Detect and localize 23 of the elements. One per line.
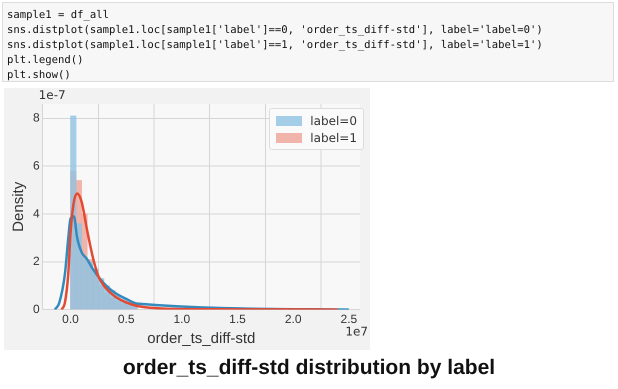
y-tick-label: 4	[32, 206, 40, 220]
y-axis-title: Density	[10, 181, 28, 232]
legend-label: label=0	[310, 114, 357, 128]
y-tick-label: 8	[32, 110, 40, 125]
x-tick-label: 0.5	[118, 312, 135, 326]
text: plt.show()	[7, 68, 72, 83]
text: 1e-7	[38, 88, 66, 102]
text: plt.legend()	[7, 53, 85, 68]
x-tick-label: 1.5	[229, 312, 246, 326]
x-tick-label: 0.0	[62, 312, 80, 326]
y-tick-label: 6	[32, 158, 40, 172]
text: sns.distplot(sample1.loc[sample1['label']==1, 'order_ts_diff-std'], label='label=1')	[7, 38, 544, 53]
y-tick-label: 0	[32, 302, 40, 316]
text: sample1 = df_all	[7, 8, 110, 23]
legend-label: label=1	[310, 130, 357, 144]
x-tick-label: 1.0	[174, 312, 191, 326]
y-tick-label: 2	[32, 254, 40, 268]
text: 1e7	[345, 324, 368, 339]
text: order_ts_diff-std distribution by label	[122, 356, 496, 380]
x-tick-label: 2.0	[284, 312, 302, 326]
x-axis-title: order_ts_diff-std	[147, 330, 256, 348]
text: sns.distplot(sample1.loc[sample1['label']==0, 'order_ts_diff-std'], label='label=0')	[7, 23, 544, 38]
x-tick-label: 2.5	[340, 312, 358, 326]
